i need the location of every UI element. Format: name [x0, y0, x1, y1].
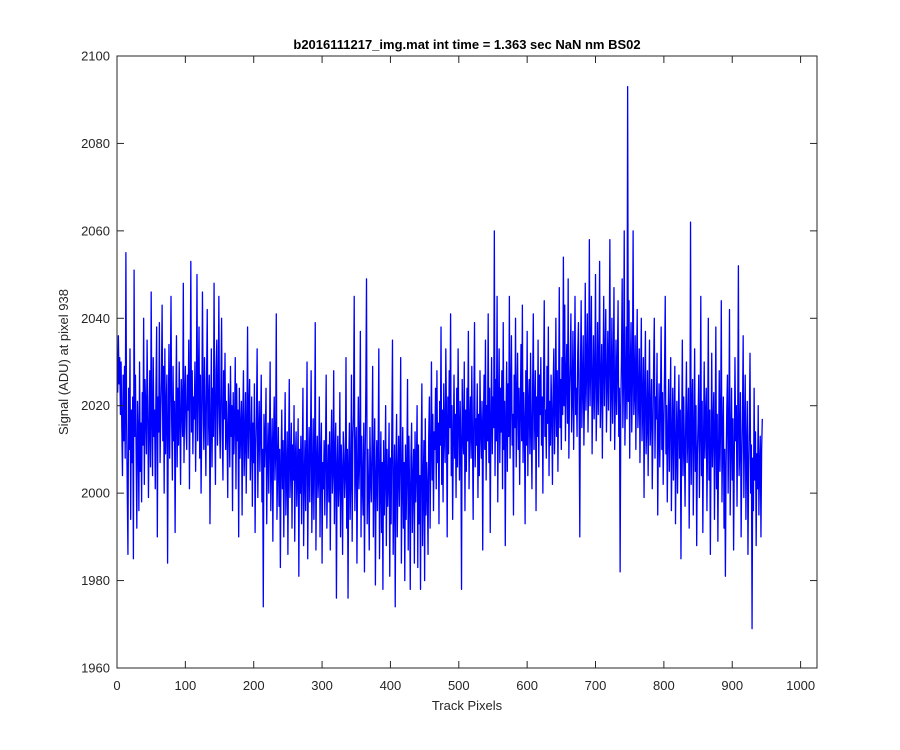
y-tick-label: 2000	[81, 486, 110, 501]
x-tick-label: 0	[113, 678, 120, 693]
y-axis: 1960 1980 2000 2020 2040 2060 2080 2100	[81, 49, 817, 676]
x-tick-label: 700	[585, 678, 607, 693]
series-layer	[117, 85, 763, 630]
x-tick-label: 200	[243, 678, 265, 693]
x-tick-label: 500	[448, 678, 470, 693]
series-line-1	[117, 85, 763, 630]
x-tick-label: 800	[653, 678, 675, 693]
x-tick-label: 900	[721, 678, 743, 693]
x-tick-label: 300	[311, 678, 333, 693]
y-tick-label: 1980	[81, 573, 110, 588]
y-tick-label: 2100	[81, 49, 110, 64]
x-tick-label: 1000	[786, 678, 815, 693]
y-tick-label: 2060	[81, 223, 110, 238]
x-tick-label: 100	[175, 678, 197, 693]
x-axis: 0 100 200 300 400 500 600 700 800 900 1000	[113, 56, 815, 693]
y-tick-label: 1960	[81, 661, 110, 676]
y-axis-label: Signal (ADU) at pixel 938	[56, 289, 71, 435]
x-tick-label: 600	[516, 678, 538, 693]
y-tick-label: 2020	[81, 398, 110, 413]
plot-frame	[116, 55, 818, 669]
y-tick-label: 2080	[81, 136, 110, 151]
chart-title: b2016111217_img.mat int time = 1.363 sec…	[293, 37, 640, 52]
x-tick-label: 400	[380, 678, 402, 693]
y-tick-label: 2040	[81, 311, 110, 326]
x-axis-label: Track Pixels	[432, 698, 503, 713]
